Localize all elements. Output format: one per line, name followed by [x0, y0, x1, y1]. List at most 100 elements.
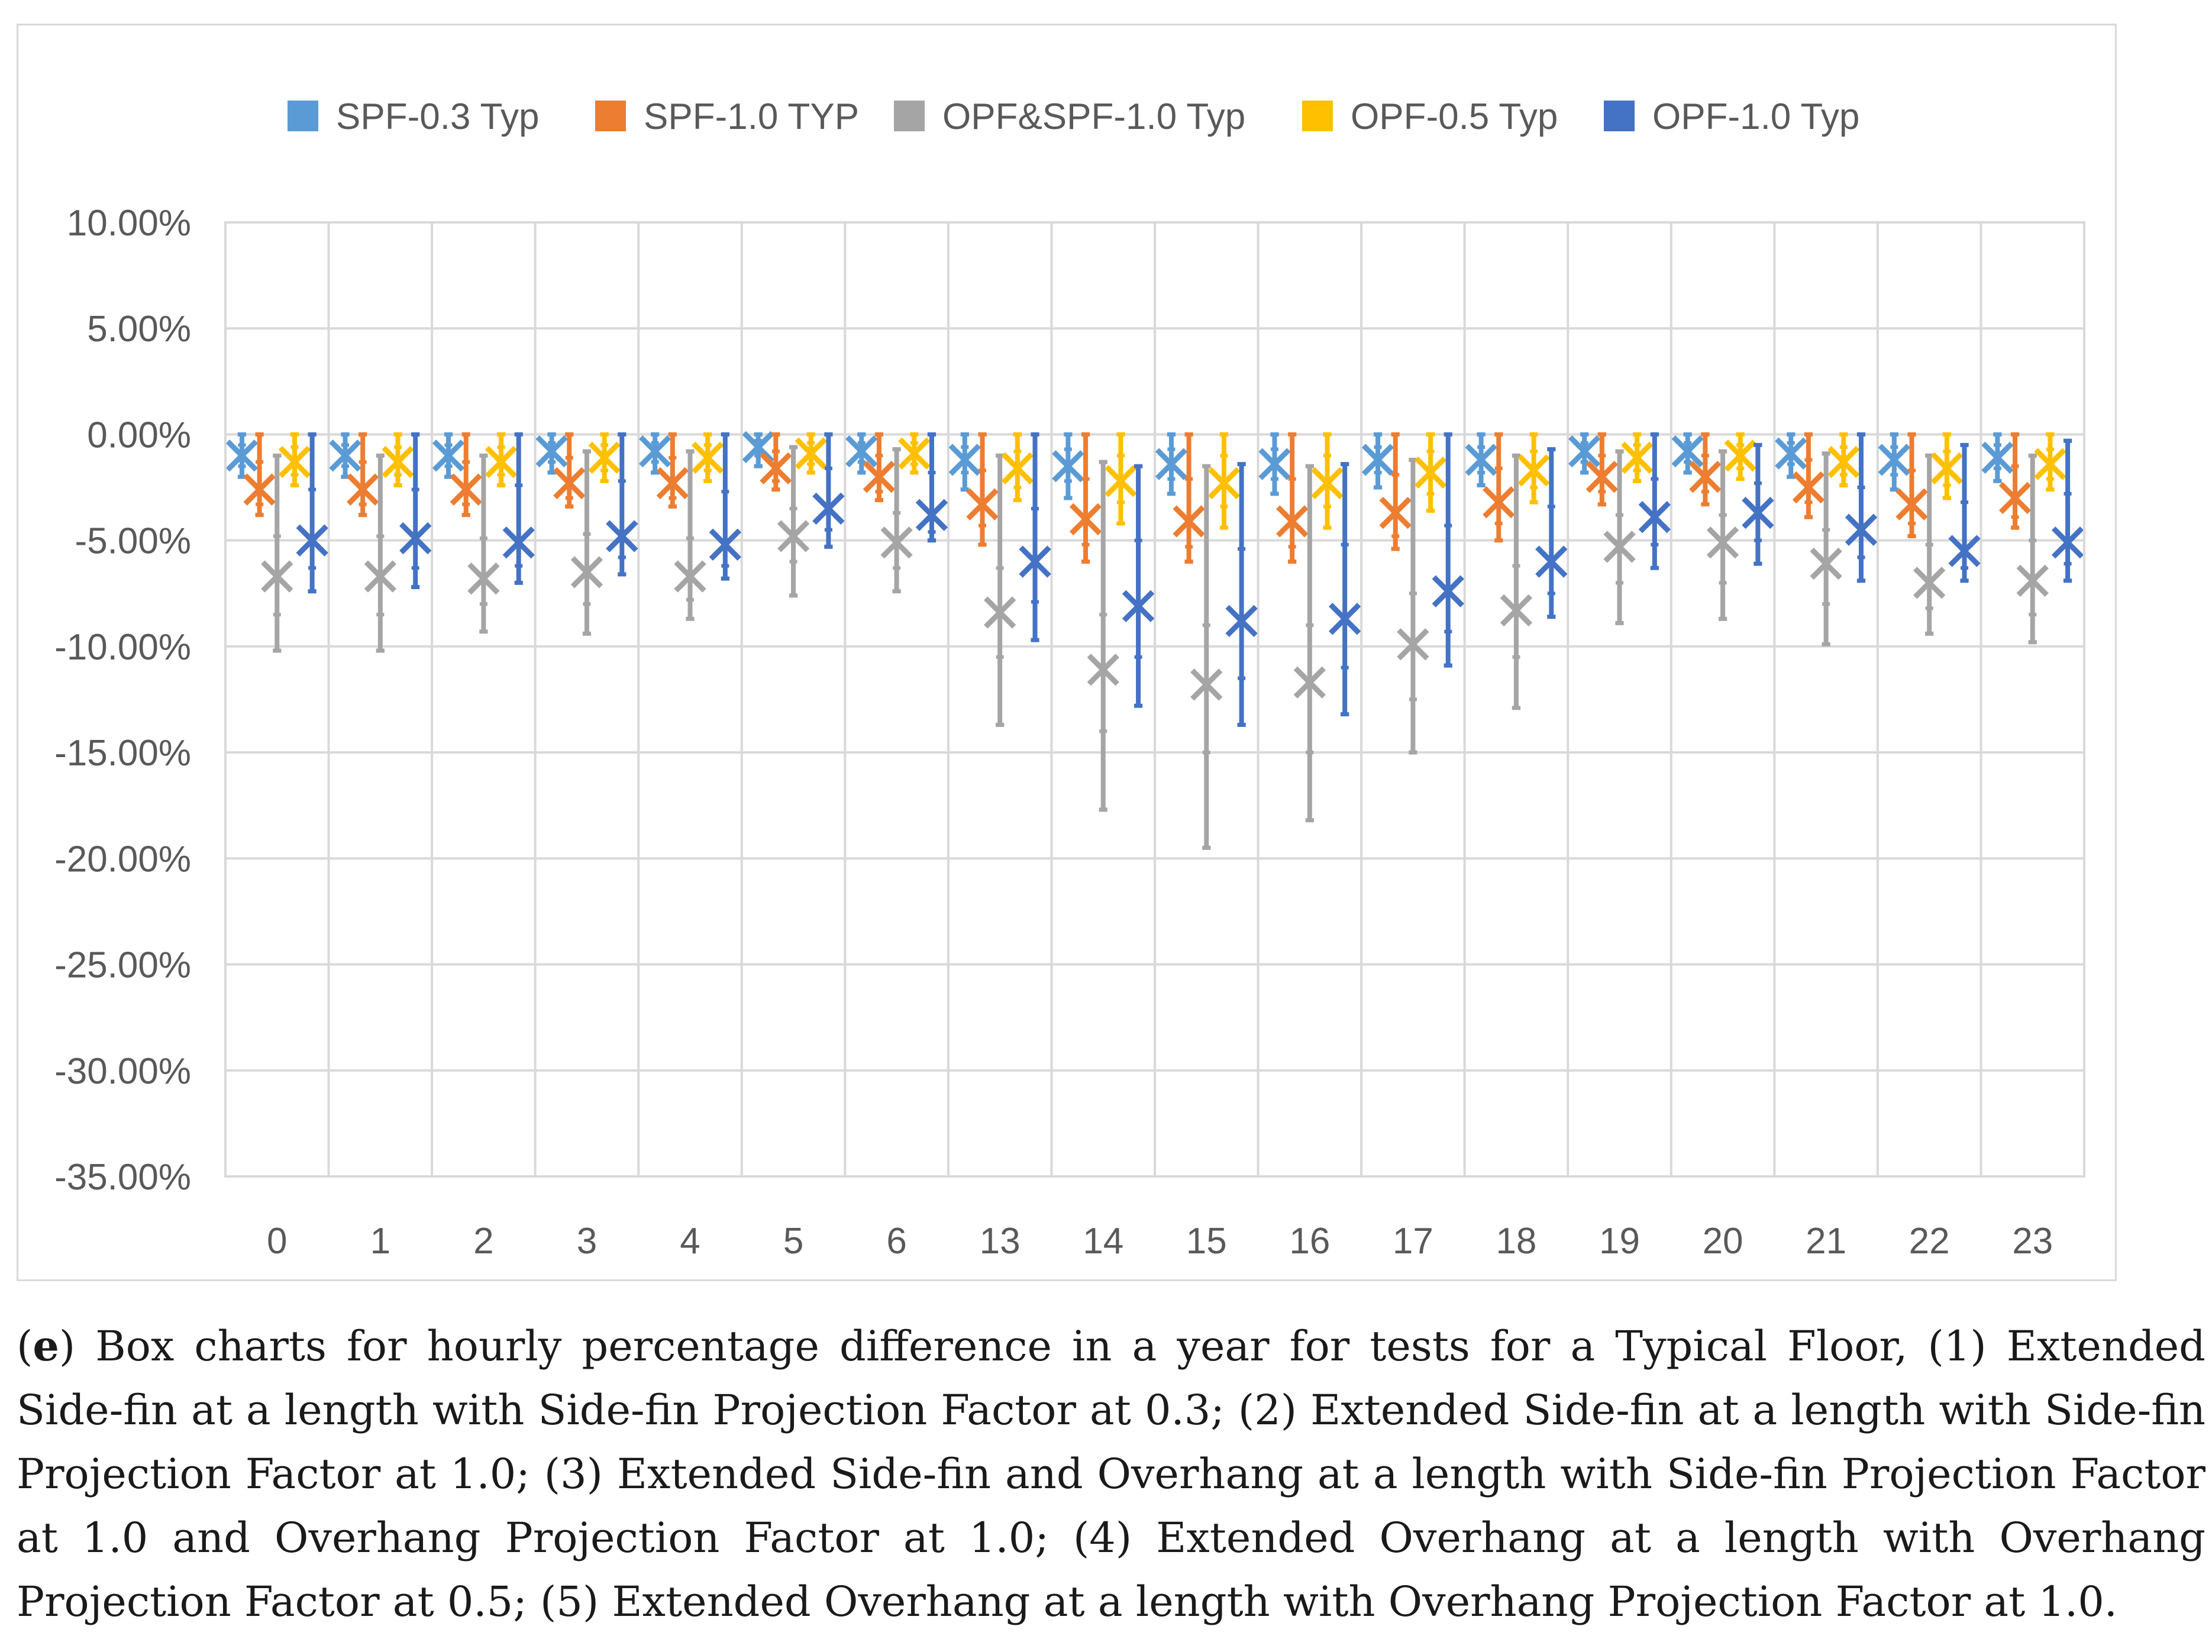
legend-label: OPF-1.0 Typ	[1652, 96, 1859, 137]
mean-marker	[1225, 604, 1258, 638]
mean-marker	[1948, 535, 1981, 567]
legend-swatch	[894, 101, 925, 131]
y-tick-label: -10.00%	[54, 627, 191, 668]
mean-marker	[1311, 467, 1344, 500]
mean-marker	[535, 435, 568, 468]
x-tick-label: 1	[370, 1221, 390, 1262]
mean-marker	[1568, 435, 1601, 468]
mean-marker	[1087, 654, 1119, 686]
mean-marker	[674, 560, 706, 593]
mean-marker	[1810, 547, 1842, 580]
mean-marker	[278, 445, 311, 479]
x-tick-label: 16	[1289, 1221, 1330, 1262]
mean-marker	[1465, 444, 1497, 476]
mean-marker	[261, 560, 293, 593]
figure-caption: (e) Box charts for hourly percentage dif…	[17, 1321, 2205, 1626]
mean-marker	[1620, 441, 1654, 474]
mean-marker	[1379, 496, 1412, 529]
legend-swatch	[1302, 101, 1333, 131]
mean-marker	[1207, 467, 1241, 500]
mean-marker	[1913, 567, 1946, 599]
mean-marker	[1671, 435, 1704, 468]
y-tick-label: -15.00%	[54, 733, 191, 774]
mean-marker	[742, 431, 774, 464]
mean-marker	[948, 444, 981, 476]
mean-marker	[795, 437, 827, 470]
x-tick-label: 18	[1496, 1221, 1536, 1262]
mean-marker	[1500, 594, 1533, 627]
mean-marker	[553, 467, 586, 500]
box-chart: 10.00% 5.00% 0.00% -5.00% -10.00% -15.00% -20.…	[54, 96, 2085, 1262]
mean-marker	[606, 520, 638, 552]
y-tick-label: -20.00%	[54, 839, 191, 880]
mean-marker	[1603, 531, 1636, 563]
x-tick-label: 3	[577, 1221, 597, 1262]
mean-marker	[225, 439, 259, 472]
mean-marker	[364, 560, 397, 593]
mean-marker	[1155, 448, 1188, 480]
x-tick-label: 14	[1083, 1221, 1123, 1262]
mean-marker	[1517, 454, 1550, 487]
mean-marker	[638, 435, 671, 468]
y-tick-label: 0.00%	[87, 415, 191, 455]
x-tick-label: 2	[473, 1221, 493, 1262]
mean-marker	[983, 596, 1016, 629]
y-tick-label: -30.00%	[54, 1051, 191, 1092]
mean-marker	[1585, 460, 1619, 493]
caption-text: Box charts for hourly percentage differe…	[17, 1322, 2205, 1626]
mean-marker	[1895, 488, 1928, 521]
mean-marker	[863, 460, 896, 493]
mean-marker	[1414, 456, 1447, 489]
y-tick-label: 10.00%	[67, 203, 191, 244]
mean-marker	[382, 445, 414, 479]
x-tick-label: 19	[1599, 1221, 1640, 1262]
mean-marker	[1329, 603, 1361, 635]
caption-label: e	[33, 1321, 59, 1370]
mean-marker	[1483, 486, 1515, 519]
x-tick-label: 23	[2012, 1221, 2053, 1262]
mean-marker	[243, 473, 276, 506]
x-tick-label: 6	[886, 1221, 906, 1262]
mean-marker	[1173, 505, 1205, 538]
mean-marker	[760, 452, 792, 484]
legend-swatch	[595, 101, 626, 131]
legend-label: OPF-0.5 Typ	[1351, 96, 1558, 137]
mean-marker	[1981, 441, 2014, 474]
x-tick-label: 20	[1703, 1221, 1743, 1262]
legend-label: OPF&SPF-1.0 Typ	[942, 96, 1245, 137]
mean-marker	[777, 520, 810, 552]
mean-marker	[1001, 452, 1034, 484]
x-tick-label: 5	[783, 1221, 803, 1262]
x-tick-label: 15	[1186, 1221, 1227, 1262]
chart-frame: 10.00% 5.00% 0.00% -5.00% -10.00% -15.00% -20.…	[17, 24, 2117, 1281]
mean-marker	[1724, 439, 1756, 472]
y-tick-label: 5.00%	[87, 309, 191, 350]
mean-marker	[432, 439, 465, 472]
legend-label: SPF-1.0 TYP	[644, 96, 859, 137]
mean-marker	[2016, 564, 2049, 597]
mean-marker	[691, 441, 724, 474]
mean-marker	[329, 439, 361, 472]
mean-marker	[1638, 501, 1671, 534]
y-tick-label: -5.00%	[75, 521, 191, 562]
legend-swatch	[288, 101, 318, 131]
mean-marker	[966, 488, 999, 521]
mean-marker	[450, 473, 482, 506]
x-tick-label: 0	[267, 1221, 287, 1262]
mean-marker	[1878, 444, 1910, 476]
mean-marker	[1775, 437, 1807, 470]
mean-marker	[346, 473, 379, 506]
mean-marker	[1275, 505, 1309, 538]
mean-marker	[1930, 452, 1964, 484]
mean-marker	[898, 437, 931, 470]
mean-marker	[1361, 444, 1394, 476]
y-tick-label: -35.00%	[54, 1157, 191, 1198]
mean-marker	[915, 499, 948, 531]
mean-marker	[588, 441, 621, 474]
mean-marker	[570, 556, 603, 589]
plot-area	[224, 221, 2085, 1178]
x-tick-label: 4	[680, 1221, 700, 1262]
mean-marker	[467, 562, 500, 595]
mean-marker	[1052, 450, 1084, 483]
mean-marker	[2034, 448, 2066, 480]
